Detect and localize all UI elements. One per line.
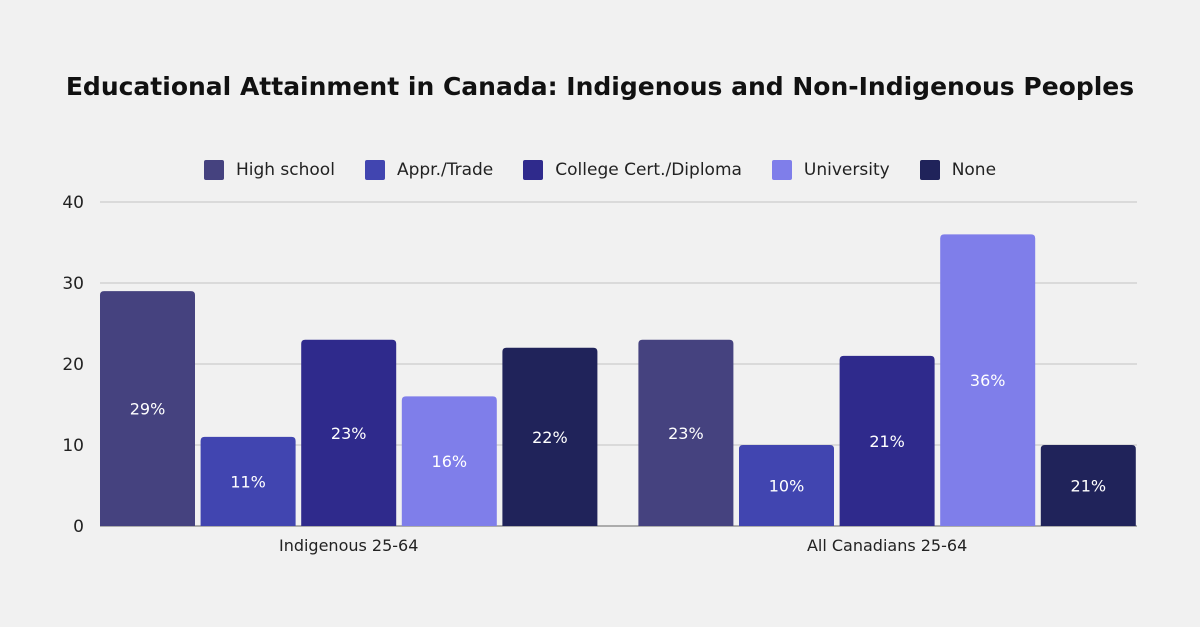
data-label: 23% [331, 424, 367, 443]
y-tick-label: 30 [62, 274, 84, 294]
bar [839, 355, 935, 526]
legend-label: Appr./Trade [396, 160, 494, 180]
legend-item: High school [203, 160, 335, 180]
x-tick-label: Indigenous 25-64 [279, 536, 418, 555]
bar [502, 347, 598, 526]
legend: High school Appr./Trade College Cert./Dipl… [0, 160, 1200, 180]
legend-swatch [771, 160, 792, 180]
bar [1040, 445, 1136, 526]
legend-label: None [951, 160, 997, 180]
bar [739, 445, 834, 526]
bar [401, 396, 497, 526]
legend-swatch [364, 160, 385, 180]
y-tick-label: 10 [62, 436, 84, 456]
bar [301, 339, 397, 526]
bar [100, 291, 195, 526]
bar [200, 436, 296, 526]
legend-item: University [771, 160, 890, 180]
y-tick-label: 20 [62, 355, 84, 375]
legend-item: None [919, 160, 997, 180]
bar [940, 234, 1036, 526]
chart-title: Educational Attainment in Canada: Indige… [65, 72, 1135, 101]
data-label: 11% [230, 472, 266, 491]
legend-label: University [803, 160, 890, 180]
data-label: 16% [432, 452, 468, 471]
legend-swatch [523, 160, 544, 180]
data-label: 36% [970, 371, 1006, 390]
legend-swatch [203, 160, 224, 180]
data-label: 29% [130, 400, 166, 419]
legend-item: Appr./Trade [364, 160, 494, 180]
data-label: 10% [769, 477, 805, 496]
y-tick-label: 0 [73, 517, 84, 537]
bar [638, 339, 734, 526]
legend-label: College Cert./Diploma [555, 160, 742, 180]
y-tick-label: 40 [62, 193, 84, 213]
legend-item: College Cert./Diploma [523, 160, 742, 180]
data-label: 21% [869, 432, 905, 451]
data-label: 21% [1071, 477, 1107, 496]
x-tick-label: All Canadians 25-64 [807, 536, 967, 555]
legend-swatch [919, 160, 940, 180]
legend-label: High school [235, 160, 335, 180]
data-label: 22% [532, 428, 568, 447]
data-label: 23% [668, 424, 704, 443]
